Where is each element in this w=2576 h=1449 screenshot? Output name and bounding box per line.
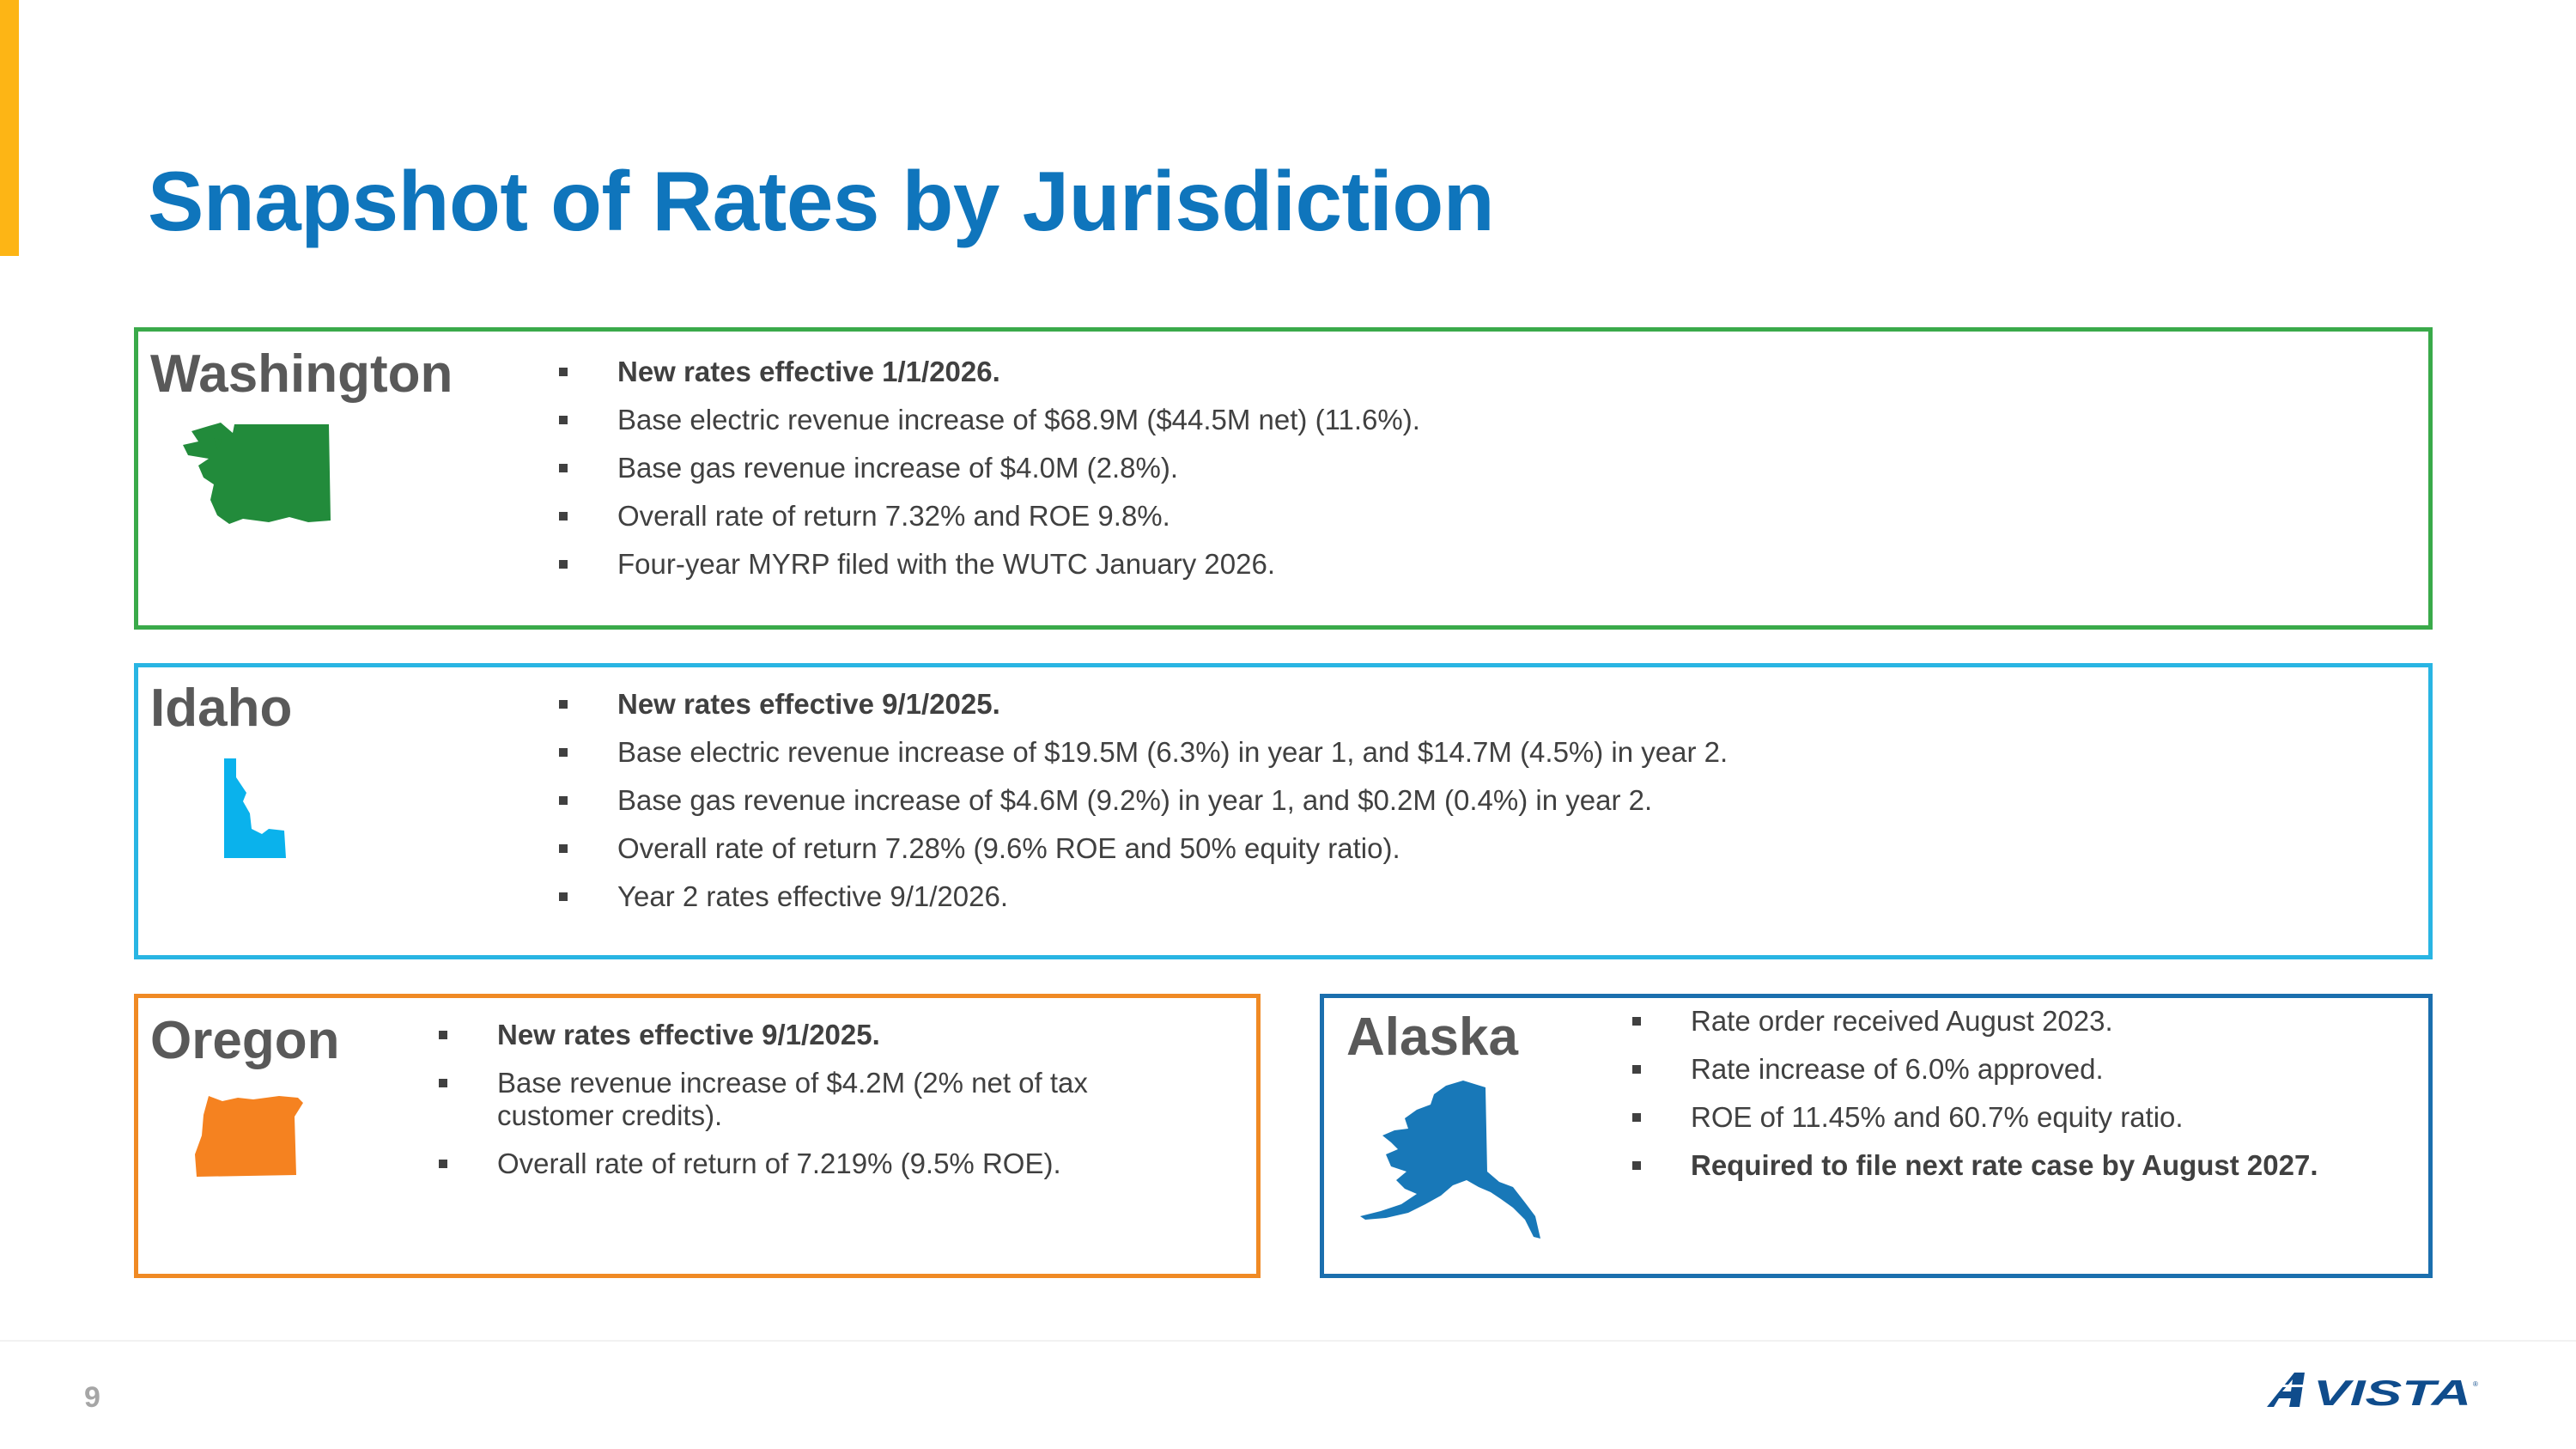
bullet-square-icon [559,796,568,805]
bullet-square-icon [559,416,568,424]
bullet-item: ROE of 11.45% and 60.7% equity ratio. [1632,1101,2405,1134]
bullet-item: Four-year MYRP filed with the WUTC Janua… [559,548,2362,581]
bullet-item: Rate order received August 2023. [1632,1005,2405,1038]
bullet-item: Year 2 rates effective 9/1/2026. [559,880,2362,913]
alaska-panel: Alaska Rate order received August 2023. … [1320,994,2433,1278]
bullet-item: Base electric revenue increase of $68.9M… [559,404,2362,436]
bullet-item: Rate increase of 6.0% approved. [1632,1053,2405,1086]
page-number: 9 [84,1381,100,1414]
bullet-list: New rates effective 9/1/2025. Base elect… [559,688,2362,928]
bullet-item: Overall rate of return 7.28% (9.6% ROE a… [559,832,2362,865]
bullet-item: Base revenue increase of $4.2M (2% net o… [439,1067,1212,1132]
bullet-list: New rates effective 1/1/2026. Base elect… [559,356,2362,596]
bullet-square-icon [439,1160,447,1168]
state-name: Washington [150,344,453,404]
idaho-state-map-icon [224,758,286,858]
bullet-square-icon [1632,1017,1641,1026]
bullet-item: Base electric revenue increase of $19.5M… [559,736,2362,769]
bullet-square-icon [1632,1113,1641,1122]
bullet-item: Required to file next rate case by Augus… [1632,1149,2405,1182]
bullet-square-icon [559,512,568,521]
bullet-square-icon [559,464,568,472]
bullet-square-icon [559,748,568,757]
bullet-square-icon [439,1031,447,1039]
bullet-item: New rates effective 9/1/2025. [559,688,2362,721]
alaska-state-map-icon [1360,1081,1540,1239]
idaho-panel: Idaho New rates effective 9/1/2025. Base… [134,663,2433,959]
washington-state-map-icon [183,423,331,524]
state-name: Idaho [150,679,293,738]
bullet-item: Overall rate of return 7.32% and ROE 9.8… [559,500,2362,533]
bullet-square-icon [559,700,568,709]
avista-logo-text: VISTA [2313,1373,2471,1410]
oregon-state-map-icon [195,1096,303,1177]
state-name: Alaska [1346,1008,1518,1067]
washington-panel: Washington New rates effective 1/1/2026.… [134,327,2433,630]
bullet-square-icon [559,844,568,853]
bullet-list: New rates effective 9/1/2025. Base reven… [439,1019,1212,1196]
bullet-list: Rate order received August 2023. Rate in… [1632,1005,2405,1197]
state-name: Oregon [150,1011,340,1070]
bullet-item: New rates effective 9/1/2025. [439,1019,1212,1051]
svg-text:®: ® [2473,1380,2478,1388]
footer-divider [0,1340,2576,1342]
avista-logo: VISTA ® [2267,1373,2478,1410]
oregon-panel: Oregon New rates effective 9/1/2025. Bas… [134,994,1261,1278]
bullet-square-icon [559,560,568,569]
bullet-item: Base gas revenue increase of $4.6M (9.2%… [559,784,2362,817]
bullet-square-icon [559,892,568,901]
bullet-square-icon [559,368,568,376]
accent-bar [0,0,19,256]
bullet-square-icon [1632,1065,1641,1074]
bullet-item: New rates effective 1/1/2026. [559,356,2362,388]
page-title: Snapshot of Rates by Jurisdiction [148,154,1495,248]
bullet-square-icon [1632,1161,1641,1170]
bullet-item: Base gas revenue increase of $4.0M (2.8%… [559,452,2362,484]
bullet-item: Overall rate of return of 7.219% (9.5% R… [439,1148,1212,1180]
bullet-square-icon [439,1079,447,1087]
